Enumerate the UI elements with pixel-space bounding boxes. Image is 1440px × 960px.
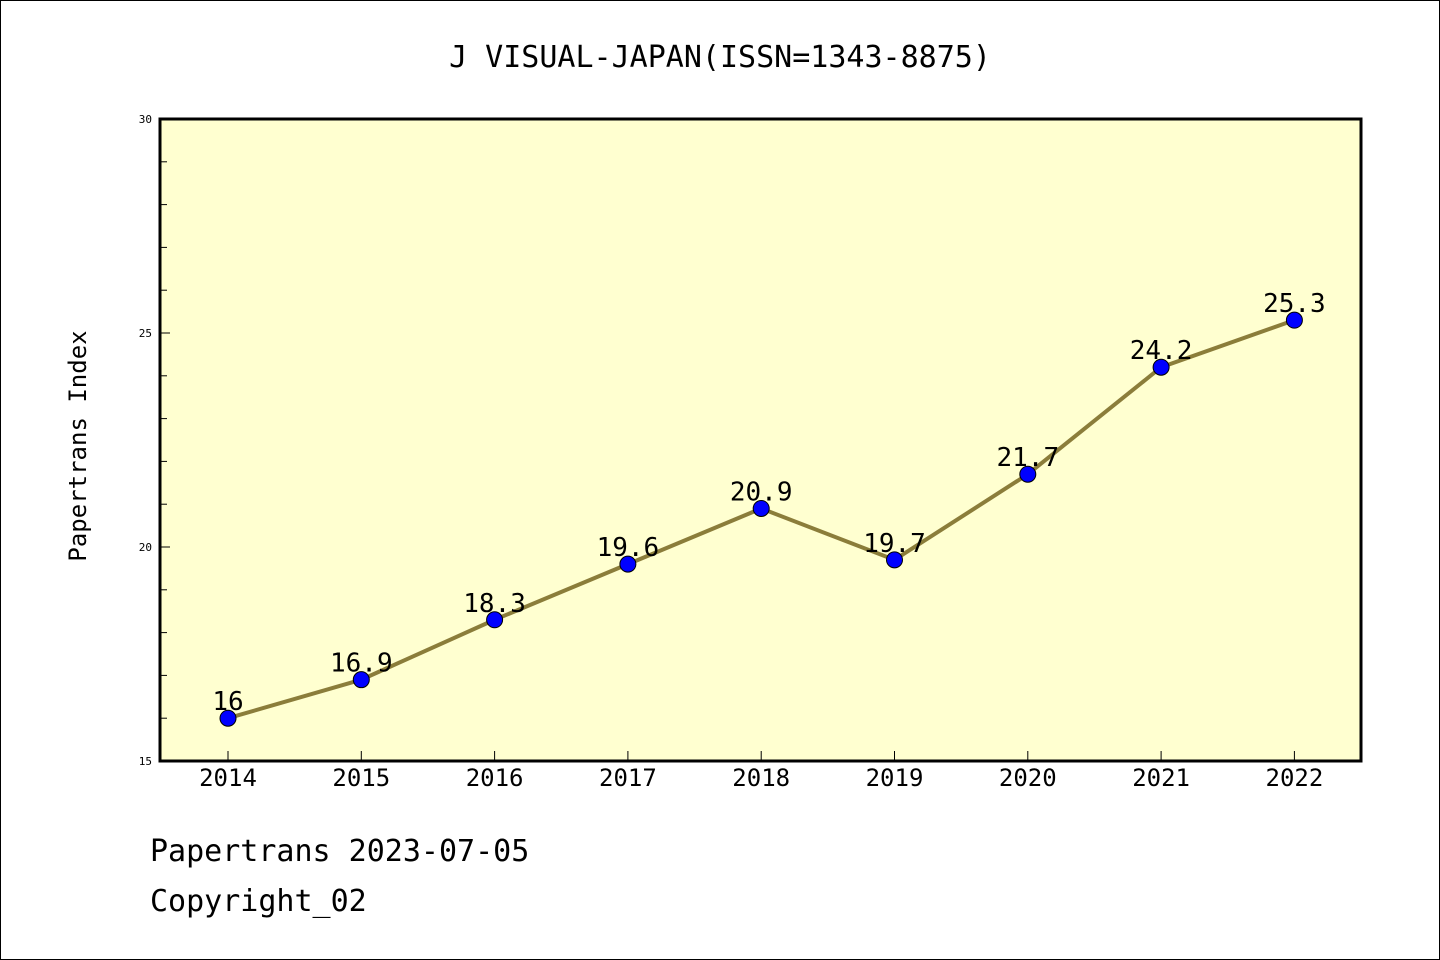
data-label: 16 [212,687,243,717]
footer-date-text: Papertrans 2023-07-05 [150,834,530,869]
footer-copyright-text: Copyright_02 [150,884,367,919]
data-label: 16.9 [330,649,393,679]
data-point-marker [1152,358,1170,376]
data-point-marker [1285,311,1303,329]
x-tick-label: 2017 [599,764,657,792]
x-tick-label: 2022 [1266,764,1324,792]
data-label: 21.7 [996,443,1059,473]
x-tick-label: 2020 [999,764,1057,792]
y-tick-label: 20 [139,541,152,554]
y-tick-label: 15 [139,755,152,768]
x-tick-label: 2019 [866,764,924,792]
x-axis-ticks: 2014 2015 2016 2017 2018 2019 2020 2021 2022 [199,751,1323,792]
data-label: 19.6 [597,533,660,563]
data-label: 25.3 [1263,289,1326,319]
data-point-marker [1019,465,1037,483]
x-tick-label: 2016 [466,764,524,792]
data-point-marker [219,709,237,727]
data-label: 19.7 [863,529,926,559]
data-point-marker [486,611,504,629]
series-markers [219,311,1303,727]
x-tick-label: 2018 [732,764,790,792]
x-tick-label: 2015 [332,764,390,792]
data-label: 18.3 [463,589,526,619]
plot-area [158,117,1363,763]
data-point-marker [619,555,637,573]
data-point-marker [352,671,370,689]
x-tick-label: 2021 [1132,764,1190,792]
y-axis-ticks: 15 20 25 30 [139,113,170,768]
data-point-marker [752,499,770,517]
chart-title: J VISUAL-JAPAN(ISSN=1343-8875) [449,40,991,75]
y-tick-label: 30 [139,113,152,126]
y-tick-label: 25 [139,327,152,340]
data-labels: 16 16.9 18.3 19.6 20.9 19.7 21.7 24.2 25.3 [212,289,1325,717]
data-label: 20.9 [730,477,793,507]
y-axis-label: Papertrans Index [64,330,92,561]
data-label: 24.2 [1130,336,1193,366]
x-tick-label: 2014 [199,764,257,792]
data-point-marker [886,551,903,569]
